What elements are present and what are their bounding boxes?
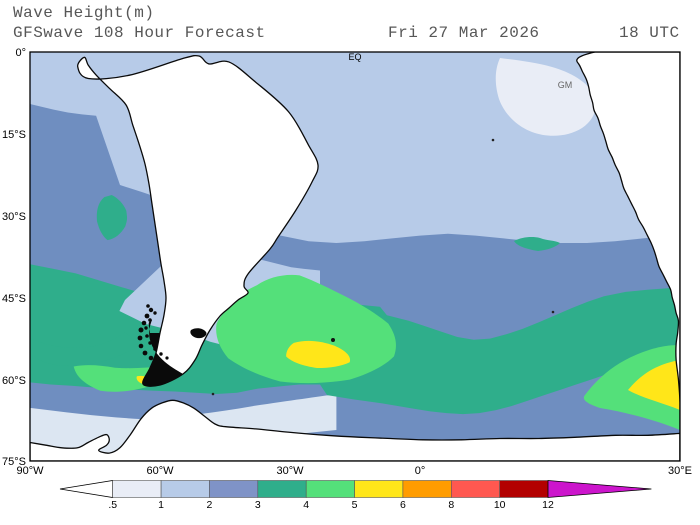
svg-text:6: 6 — [400, 499, 406, 511]
svg-text:15°S: 15°S — [2, 129, 26, 141]
svg-text:30°W: 30°W — [276, 465, 304, 477]
svg-text:8: 8 — [448, 499, 454, 511]
svg-text:12: 12 — [542, 499, 554, 511]
svg-text:30°E: 30°E — [668, 465, 692, 477]
svg-text:10: 10 — [494, 499, 506, 511]
svg-text:.5: .5 — [108, 499, 117, 511]
svg-text:GM: GM — [558, 80, 573, 90]
svg-text:0°: 0° — [15, 47, 26, 59]
svg-text:90°W: 90°W — [16, 465, 44, 477]
svg-text:EQ: EQ — [348, 52, 361, 62]
svg-text:45°S: 45°S — [2, 293, 26, 305]
svg-text:2: 2 — [206, 499, 212, 511]
svg-text:5: 5 — [352, 499, 358, 511]
svg-text:60°S: 60°S — [2, 375, 26, 387]
svg-text:60°W: 60°W — [146, 465, 174, 477]
svg-text:1: 1 — [158, 499, 164, 511]
svg-text:30°S: 30°S — [2, 211, 26, 223]
svg-text:4: 4 — [303, 499, 309, 511]
svg-text:3: 3 — [255, 499, 261, 511]
svg-text:0°: 0° — [415, 465, 426, 477]
